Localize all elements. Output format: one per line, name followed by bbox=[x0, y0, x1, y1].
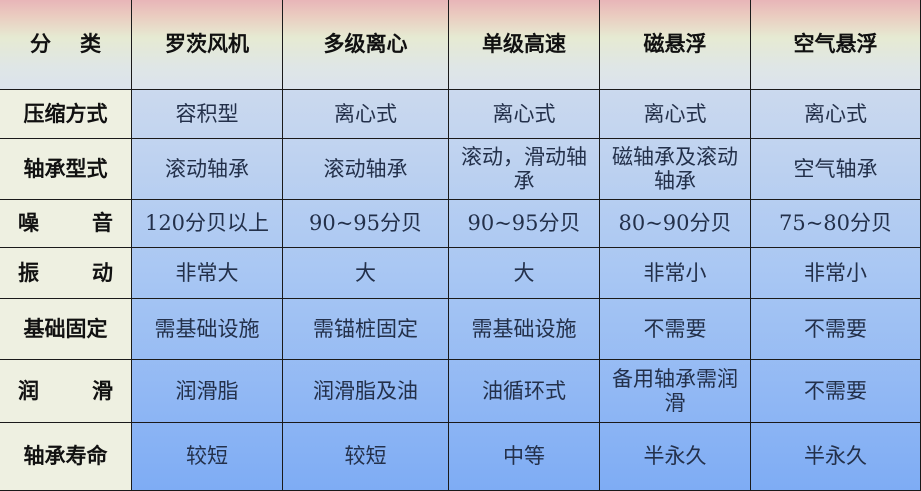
label-part: 动 bbox=[92, 259, 113, 285]
row-label: 轴承寿命 bbox=[0, 423, 132, 491]
table-cell: 大 bbox=[449, 248, 600, 299]
column-header: 单级高速 bbox=[449, 0, 600, 90]
table-cell: 非常大 bbox=[132, 248, 283, 299]
header-corner: 分类 bbox=[0, 0, 132, 90]
row-label: 压缩方式 bbox=[0, 90, 132, 139]
table-cell: 空气轴承 bbox=[751, 139, 921, 200]
table-cell: 油循环式 bbox=[449, 360, 600, 423]
table-cell: 磁轴承及滚动轴承 bbox=[600, 139, 751, 200]
table-cell: 离心式 bbox=[449, 90, 600, 139]
table-cell: 80~90分贝 bbox=[600, 200, 751, 248]
table-cell: 离心式 bbox=[600, 90, 751, 139]
table-cell: 120分贝以上 bbox=[132, 200, 283, 248]
table-cell: 90~95分贝 bbox=[449, 200, 600, 248]
label-part: 噪 bbox=[18, 210, 39, 236]
row-label: 振动 bbox=[0, 248, 132, 299]
row-label: 轴承型式 bbox=[0, 139, 132, 200]
column-header: 磁悬浮 bbox=[600, 0, 751, 90]
table-cell: 较短 bbox=[283, 423, 449, 491]
table-cell: 非常小 bbox=[600, 248, 751, 299]
table-cell: 非常小 bbox=[751, 248, 921, 299]
table-cell: 大 bbox=[283, 248, 449, 299]
label-part: 滑 bbox=[92, 377, 113, 403]
table-cell: 较短 bbox=[132, 423, 283, 491]
label-part: 振 bbox=[18, 259, 39, 285]
table-cell: 中等 bbox=[449, 423, 600, 491]
row-label: 噪音 bbox=[0, 200, 132, 248]
table-cell: 需基础设施 bbox=[449, 299, 600, 360]
table-cell: 半永久 bbox=[600, 423, 751, 491]
table-cell: 需基础设施 bbox=[132, 299, 283, 360]
table-cell: 备用轴承需润滑 bbox=[600, 360, 751, 423]
table-cell: 滚动轴承 bbox=[283, 139, 449, 200]
table-cell: 不需要 bbox=[600, 299, 751, 360]
data-background bbox=[132, 90, 921, 491]
label-part: 类 bbox=[80, 31, 101, 57]
column-header: 多级离心 bbox=[283, 0, 449, 90]
table-cell: 需锚桩固定 bbox=[283, 299, 449, 360]
label-part: 分 bbox=[30, 31, 51, 57]
table-cell: 滚动轴承 bbox=[132, 139, 283, 200]
column-header: 空气悬浮 bbox=[751, 0, 921, 90]
table-cell: 离心式 bbox=[751, 90, 921, 139]
table-cell: 75~80分贝 bbox=[751, 200, 921, 248]
table-cell: 润滑脂 bbox=[132, 360, 283, 423]
table-cell: 半永久 bbox=[751, 423, 921, 491]
table-cell: 90~95分贝 bbox=[283, 200, 449, 248]
table-cell: 润滑脂及油 bbox=[283, 360, 449, 423]
table-cell: 滚动，滑动轴承 bbox=[449, 139, 600, 200]
row-label: 基础固定 bbox=[0, 299, 132, 360]
column-header: 罗茨风机 bbox=[132, 0, 283, 90]
table-cell: 容积型 bbox=[132, 90, 283, 139]
label-part: 润 bbox=[18, 377, 39, 403]
table-cell: 不需要 bbox=[751, 360, 921, 423]
row-label: 润滑 bbox=[0, 360, 132, 423]
label-part: 音 bbox=[92, 210, 113, 236]
table-cell: 离心式 bbox=[283, 90, 449, 139]
table-cell: 不需要 bbox=[751, 299, 921, 360]
